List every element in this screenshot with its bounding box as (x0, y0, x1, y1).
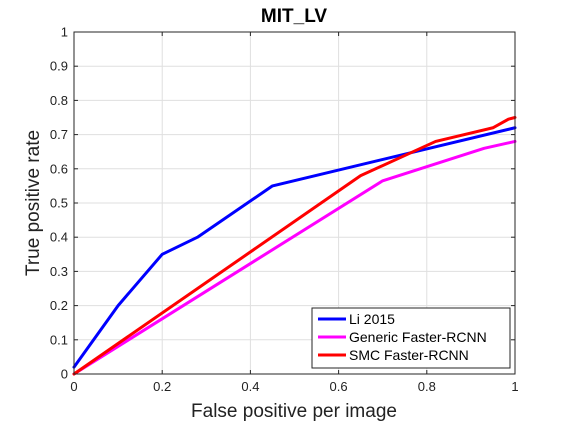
series-layer (72, 116, 517, 376)
y-tick-label: 0.8 (50, 93, 68, 108)
x-axis-label: False positive per image (191, 401, 397, 422)
y-tick-label: 0.2 (50, 298, 68, 313)
series-line-smc-faster-rcnn (72, 116, 517, 376)
x-tick-label: 0.6 (330, 379, 348, 394)
y-tick-label: 0.5 (50, 196, 68, 211)
y-tick-label: 0.4 (50, 230, 68, 245)
tick-layer: 0 0.2 0.4 0.6 0.8 1 0 0.1 0.2 0.3 0.4 0.5 0.6 0.7 0.8 0… (50, 25, 519, 395)
plot-area: 0 0.2 0.4 0.6 0.8 1 0 0.1 0.2 0.3 0.4 0.5 0.6 0.7 0.8 0… (50, 25, 519, 395)
series-line-li-2015 (72, 126, 517, 369)
legend-label: Generic Faster-RCNN (349, 329, 487, 345)
x-tick-label: 0 (70, 379, 77, 394)
y-tick-label: 1 (61, 25, 68, 40)
chart-title: MIT_LV (261, 6, 327, 27)
y-tick-label: 0.3 (50, 264, 68, 279)
y-tick-label: 0.6 (50, 161, 68, 176)
legend: Li 2015 Generic Faster-RCNN SMC Faster-RCN… (311, 307, 511, 369)
legend-items: Li 2015 Generic Faster-RCNN SMC Faster-RCN… (318, 311, 487, 363)
x-tick-label: 0.2 (153, 379, 171, 394)
legend-label: Li 2015 (349, 311, 395, 327)
legend-label: SMC Faster-RCNN (349, 347, 469, 363)
x-tick-label: 0.4 (241, 379, 259, 394)
x-tick-label: 0.8 (418, 379, 436, 394)
series-line-generic-faster-rcnn (72, 139, 517, 376)
y-tick-label: 0 (61, 367, 68, 382)
y-tick-label: 0.1 (50, 332, 68, 347)
y-tick-label: 0.9 (50, 59, 68, 74)
x-tick-label: 1 (511, 379, 518, 394)
y-axis-label: True positive rate (23, 130, 44, 276)
y-tick-label: 0.7 (50, 127, 68, 142)
